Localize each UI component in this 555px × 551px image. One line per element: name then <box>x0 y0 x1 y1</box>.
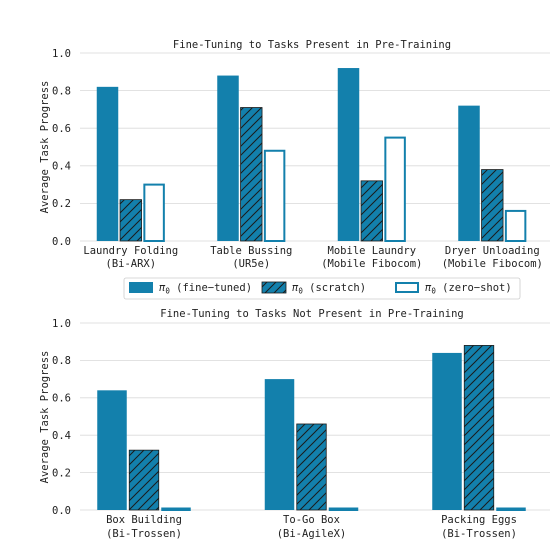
y-tick-label: 0.4 <box>52 161 71 173</box>
y-tick-label: 0.8 <box>52 85 71 97</box>
bar-outline <box>496 507 526 511</box>
y-tick-label: 0.2 <box>52 467 71 479</box>
category-sublabel: (Mobile Fibocom) <box>442 258 543 270</box>
bar-hatched <box>296 423 327 511</box>
chart-bottom-category-labels: Box Building (Bi-Trossen) To-Go Box (Bi-Agi… <box>106 514 517 540</box>
legend-swatch-outline <box>395 282 419 293</box>
bar-hatched <box>463 345 495 511</box>
category-label: To-Go Box <box>283 514 340 526</box>
category-sublabel: (Bi-ARX) <box>106 258 157 270</box>
bar-solid <box>217 75 239 241</box>
chart-top: Fine-Tuning to Tasks Present in Pre-Trai… <box>39 39 550 270</box>
y-tick-label: 1.0 <box>52 318 71 330</box>
category-label: Mobile Laundry <box>328 245 417 257</box>
y-tick-label: 1.0 <box>52 48 71 60</box>
category-sublabel: (Bi-Trossen) <box>106 528 182 540</box>
bar-outline <box>504 209 527 242</box>
legend-frame <box>123 277 521 300</box>
chart-bottom-yticks: 0.0 0.2 0.4 0.6 0.8 1.0 <box>52 318 71 517</box>
category-label: Laundry Folding <box>83 245 178 257</box>
legend: π0 (fine−tuned) π0 (scratch) π0 (zero−shot… <box>123 277 521 300</box>
bar-hatched <box>360 180 383 242</box>
y-tick-label: 0.0 <box>52 236 71 248</box>
chart-bottom-title: Fine-Tuning to Tasks Not Present in Pre-… <box>160 308 463 320</box>
bar-solid <box>458 105 480 241</box>
chart-bottom-ylabel: Average Task Progress <box>39 351 51 484</box>
y-tick-label: 0.6 <box>52 123 71 135</box>
y-tick-label: 0.0 <box>52 505 71 517</box>
bar-outline <box>161 507 191 511</box>
chart-top-category-labels: Laundry Folding(Bi-ARX) Table Bussing(UR5… <box>83 245 542 270</box>
legend-swatch-solid <box>129 282 153 293</box>
category-sublabel: (Bi-AgileX) <box>277 528 347 540</box>
bar-solid <box>432 352 462 510</box>
y-tick-label: 0.2 <box>52 198 71 210</box>
category-label: Dryer Unloading <box>445 245 540 257</box>
bar-hatched <box>240 107 263 242</box>
chart-top-yticks: 0.0 0.2 0.4 0.6 0.8 1.0 <box>52 48 71 248</box>
bar-outline <box>328 507 359 511</box>
bar-solid <box>264 379 295 510</box>
category-sublabel: (Mobile Fibocom) <box>321 258 422 270</box>
bar-hatched <box>128 449 160 511</box>
bar-solid <box>337 68 360 241</box>
y-tick-label: 0.8 <box>52 355 71 367</box>
chart-top-title: Fine-Tuning to Tasks Present in Pre-Trai… <box>173 39 451 51</box>
bar-outline <box>143 183 165 243</box>
legend-label: π0 (zero−shot) <box>425 282 512 296</box>
chart-bottom: Fine-Tuning to Tasks Not Present in Pre-… <box>39 308 550 540</box>
legend-swatch-hatched <box>261 281 287 294</box>
bar-solid <box>97 390 127 510</box>
legend-label: π0 (fine−tuned) <box>159 282 252 296</box>
category-sublabel: (Bi-Trossen) <box>441 528 517 540</box>
bar-hatched <box>119 199 142 242</box>
bar-hatched <box>481 169 504 242</box>
category-label: Table Bussing <box>210 245 292 257</box>
chart-top-bars <box>96 68 527 243</box>
category-sublabel: (UR5e) <box>232 258 270 270</box>
bar-outline <box>263 149 286 242</box>
category-label: Box Building <box>106 514 182 526</box>
bar-solid <box>96 86 119 241</box>
category-label: Packing Eggs <box>441 514 517 526</box>
bar-outline <box>384 136 406 243</box>
y-tick-label: 0.6 <box>52 393 71 405</box>
chart-bottom-bars <box>97 345 526 511</box>
chart-top-ylabel: Average Task Progress <box>39 81 51 214</box>
y-tick-label: 0.4 <box>52 430 71 442</box>
legend-label: π0 (scratch) <box>292 282 366 296</box>
